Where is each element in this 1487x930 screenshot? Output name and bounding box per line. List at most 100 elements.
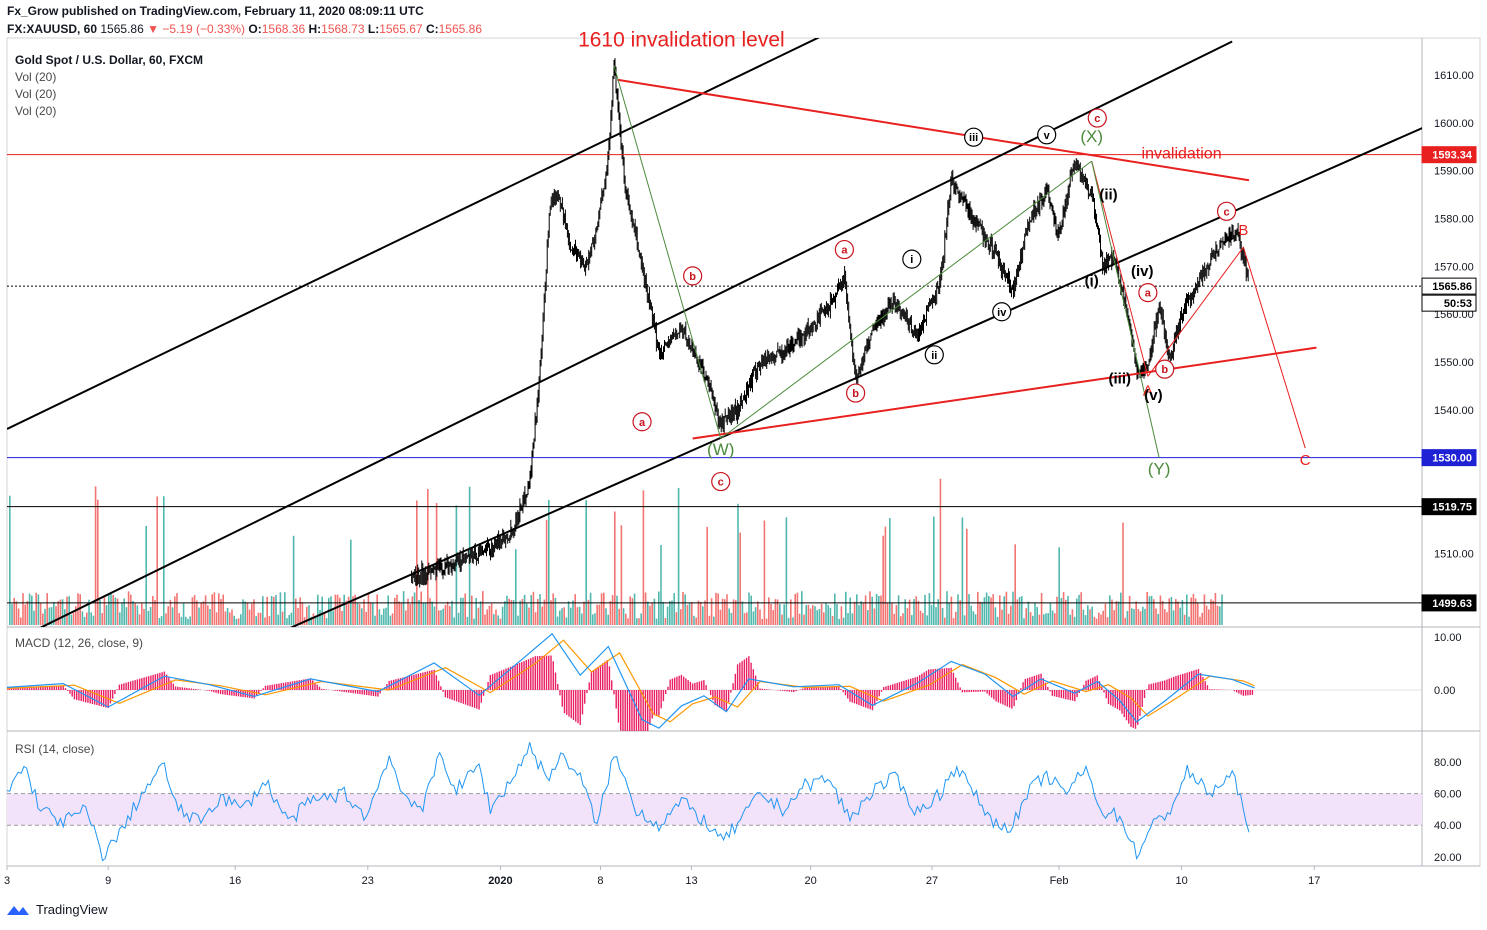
volume-bar <box>994 607 997 625</box>
volume-bar <box>985 592 988 625</box>
volume-bar <box>730 612 733 625</box>
wave-label: v <box>1044 130 1051 142</box>
volume-bar <box>1091 606 1093 625</box>
volume-bar <box>1168 598 1170 625</box>
wave-label-circle <box>964 127 984 147</box>
volume-bar <box>1117 601 1120 625</box>
volume-bar <box>453 617 455 625</box>
symbol-label: FX:XAUUSD, 60 <box>7 22 98 36</box>
trend-line <box>613 65 722 439</box>
volume-bar <box>1040 593 1043 625</box>
volume-bar <box>1058 547 1060 625</box>
volume-bar <box>501 606 504 625</box>
volume-bar <box>589 592 592 625</box>
price-tag <box>1421 594 1477 612</box>
volume-bar <box>257 612 260 625</box>
volume-bar <box>226 607 229 625</box>
price-tag-label: 50:53 <box>1444 298 1472 310</box>
volume-bar <box>858 605 860 625</box>
volume-bar <box>136 605 139 625</box>
volume-bar <box>477 607 480 625</box>
volume-bar <box>713 616 715 625</box>
volume-bar <box>356 603 359 625</box>
volume-bar <box>411 596 414 625</box>
tradingview-footer[interactable]: TradingView <box>6 902 108 917</box>
volume-bar <box>726 594 728 625</box>
volume-bar <box>165 613 167 625</box>
volume-bar <box>691 601 693 625</box>
volume-bar <box>677 487 680 625</box>
volume-bar <box>372 603 374 625</box>
volume-bar <box>688 602 691 625</box>
volume-bar <box>611 595 614 625</box>
volume-bar <box>968 594 970 625</box>
volume-bar <box>651 602 653 625</box>
volume-bar <box>17 608 20 625</box>
volume-bar <box>897 595 900 625</box>
publisher-line: Fx_Grow published on TradingView.com, Fe… <box>7 4 424 18</box>
volume-bar <box>429 598 431 625</box>
volume-bar <box>314 617 317 625</box>
volume-bar <box>334 594 337 625</box>
volume-bar <box>295 598 297 625</box>
volume-bar <box>380 614 383 625</box>
volume-bar <box>908 599 911 625</box>
volume-bar <box>273 596 275 625</box>
volume-bar <box>763 520 766 625</box>
volume-bar <box>444 604 447 625</box>
volume-bar <box>9 495 11 625</box>
volume-bar <box>301 602 304 625</box>
volume-bar <box>158 618 161 625</box>
volume-bar <box>446 601 449 625</box>
time-tick-label: 2020 <box>488 875 512 887</box>
volume-bar <box>1010 605 1012 625</box>
volume-bar <box>198 607 200 625</box>
volume-bar <box>1131 608 1133 625</box>
time-tick-label: 10 <box>1175 875 1187 887</box>
volume-bar <box>169 600 172 625</box>
volume-bar <box>508 598 510 625</box>
volume-bar <box>57 601 59 625</box>
volume-bar <box>570 607 572 625</box>
volume-bar <box>743 613 746 625</box>
trend-line <box>39 40 1233 627</box>
volume-bar <box>475 598 477 625</box>
volume-bar <box>1014 544 1016 625</box>
volume-bar <box>363 599 365 625</box>
wave-label-circle <box>1138 283 1158 303</box>
volume-bar <box>99 600 101 625</box>
volume-bar <box>193 595 196 625</box>
close-value: 1565.86 <box>438 22 482 36</box>
volume-bar <box>383 608 385 625</box>
volume-bar <box>886 602 889 625</box>
volume-bar <box>398 601 400 625</box>
volume-bar <box>79 594 81 625</box>
volume-bar <box>1100 614 1102 625</box>
wave-label-circle <box>683 266 703 286</box>
volume-bar <box>1109 595 1111 625</box>
volume-bar <box>1133 609 1135 625</box>
volume-bar <box>583 601 585 625</box>
volume-bar <box>147 610 150 625</box>
volume-bar <box>741 601 744 625</box>
volume-bar <box>904 599 906 625</box>
wave-label: b <box>689 271 696 283</box>
volume-bar <box>160 616 163 625</box>
volume-bar <box>451 600 453 625</box>
volume-bar <box>1025 608 1027 625</box>
volume-bar <box>1194 598 1197 625</box>
volume-bar <box>779 604 781 625</box>
volume-bar <box>53 601 55 625</box>
volume-bar <box>840 606 843 625</box>
volume-bar <box>1128 595 1131 625</box>
volume-bar <box>229 612 231 625</box>
volume-bar <box>35 592 37 625</box>
volume-bar <box>812 605 814 625</box>
volume-bar <box>1183 614 1186 625</box>
volume-bar <box>493 614 495 625</box>
volume-bar <box>46 593 48 625</box>
volume-bar <box>1073 616 1076 625</box>
volume-bar <box>1043 614 1045 625</box>
volume-bar <box>915 596 917 625</box>
